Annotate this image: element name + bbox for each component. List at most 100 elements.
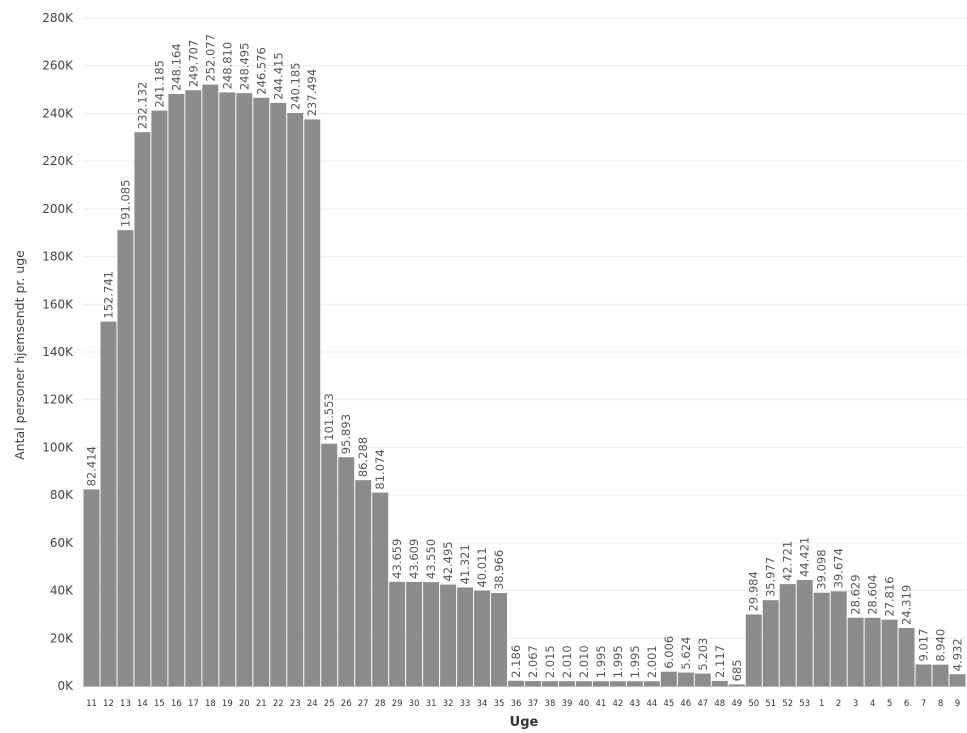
value-label: 244.415: [271, 52, 285, 100]
bar: [304, 119, 321, 687]
bar: [270, 102, 287, 687]
bar: [525, 681, 541, 686]
x-tick-label: 32: [443, 699, 454, 709]
bar: [711, 680, 728, 686]
x-tick-label: 14: [137, 699, 148, 709]
x-tick-label: 38: [545, 699, 556, 709]
bar: [830, 591, 847, 686]
value-label: 28.604: [866, 575, 880, 615]
value-label: 685: [730, 659, 744, 681]
value-labels: 82.414 152.741 191.085 232.132 241.185 248.16…: [84, 34, 964, 681]
x-tick-label: 21: [256, 699, 267, 709]
value-label: 42.721: [781, 541, 795, 581]
bar: [677, 672, 694, 686]
y-axis-title: Antal personer hjemsendt pr. uge: [12, 250, 27, 460]
x-tick-label: 15: [154, 699, 165, 709]
x-tick-label: 43: [629, 699, 640, 709]
x-tick-label: 6: [904, 699, 909, 709]
y-tick-label: 280K: [42, 11, 74, 25]
bar: [728, 684, 745, 686]
x-tick-label: 24: [307, 699, 318, 709]
value-label: 252.077: [203, 34, 217, 82]
bar: [932, 664, 949, 686]
bar: [168, 93, 185, 686]
bar: [491, 593, 508, 686]
value-label: 5.203: [696, 638, 710, 671]
bar: [847, 617, 864, 686]
x-tick-label: 11: [86, 699, 97, 709]
x-tick-label: 45: [663, 699, 674, 709]
x-tick-label: 13: [120, 699, 131, 709]
value-label: 1.995: [628, 645, 642, 678]
value-label: 95.893: [339, 414, 353, 454]
bar: [474, 590, 491, 686]
y-tick-label: 240K: [42, 106, 74, 120]
x-tick-label: 53: [799, 699, 810, 709]
x-tick-label: 36: [511, 699, 522, 709]
x-tick-label: 35: [494, 699, 505, 709]
value-label: 39.674: [832, 548, 846, 588]
bar: [423, 582, 440, 686]
bar: [915, 664, 932, 686]
bar: [406, 581, 423, 686]
x-tick-label: 51: [765, 699, 776, 709]
bar: [660, 671, 677, 686]
x-tick-label: 33: [460, 699, 471, 709]
value-label: 43.609: [407, 539, 421, 579]
x-tick-label: 23: [290, 699, 301, 709]
value-label: 81.074: [373, 449, 387, 489]
bar: [745, 614, 762, 686]
x-tick-label: 8: [938, 699, 943, 709]
value-label: 9.017: [917, 629, 931, 662]
bar: [626, 681, 643, 686]
x-tick-label: 16: [171, 699, 182, 709]
value-label: 246.576: [254, 47, 268, 95]
bar: [508, 680, 524, 686]
bar: [253, 97, 270, 686]
y-tick-label: 80K: [50, 488, 74, 502]
bar: [338, 457, 355, 686]
value-label: 2.117: [713, 645, 727, 678]
x-tick-label: 1: [819, 699, 824, 709]
x-tick-label: 18: [205, 699, 216, 709]
bar: [151, 110, 168, 686]
bar: [236, 93, 253, 686]
bar: [541, 681, 558, 686]
value-label: 38.966: [492, 550, 506, 590]
bar: [134, 132, 151, 687]
x-tick-label: 48: [714, 699, 725, 709]
bar: [813, 592, 830, 686]
bar: [117, 230, 134, 686]
x-tick-label: 44: [646, 699, 657, 709]
bar: [558, 681, 575, 686]
x-tick-label: 50: [748, 699, 759, 709]
bar: [389, 581, 406, 686]
value-label: 82.414: [84, 446, 98, 486]
value-label: 40.011: [475, 547, 489, 587]
bar: [762, 600, 779, 686]
x-tick-label: 37: [528, 699, 539, 709]
value-label: 237.494: [305, 69, 319, 117]
value-label: 24.319: [900, 585, 914, 625]
bar: [83, 489, 100, 686]
y-tick-label: 60K: [50, 536, 74, 550]
value-label: 44.421: [798, 537, 812, 577]
x-tick-label: 2: [836, 699, 841, 709]
y-tick-label: 200K: [42, 202, 74, 216]
value-label: 1.995: [594, 645, 608, 678]
y-tick-label: 260K: [42, 59, 74, 73]
x-tick-label: 25: [324, 699, 335, 709]
bar: [694, 673, 711, 686]
value-label: 240.185: [288, 62, 302, 110]
x-tick-label: 31: [426, 699, 437, 709]
x-tick-label: 3: [853, 699, 858, 709]
value-label: 248.164: [169, 43, 183, 91]
value-label: 27.816: [883, 576, 897, 616]
bar: [219, 92, 236, 687]
y-tick-label: 100K: [42, 440, 74, 454]
value-label: 1.995: [611, 645, 625, 678]
x-tick-label: 20: [239, 699, 250, 709]
x-tick-label: 41: [595, 699, 606, 709]
x-tick-label: 4: [870, 699, 875, 709]
